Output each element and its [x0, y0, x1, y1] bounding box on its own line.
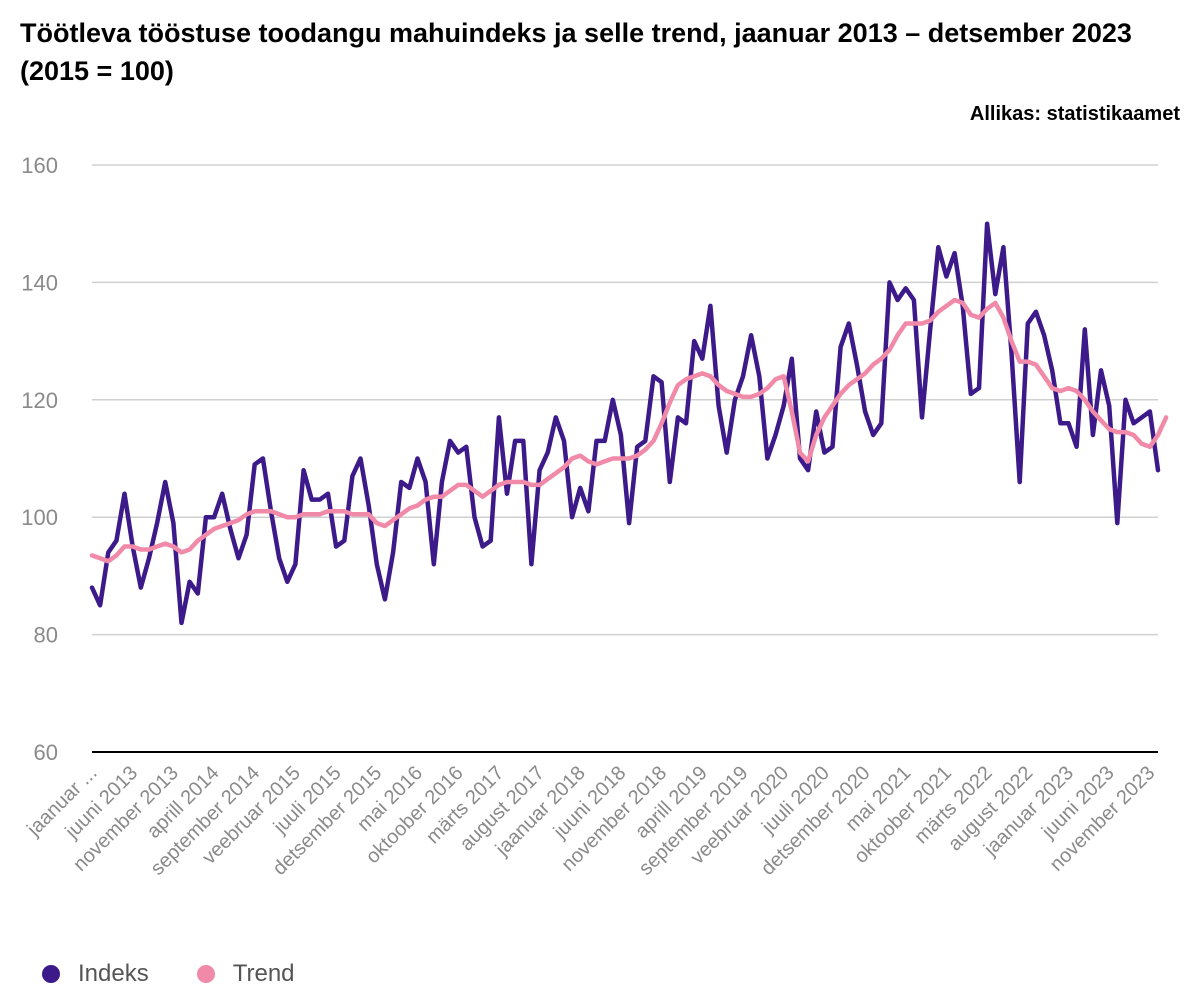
legend-dot-trend — [196, 965, 215, 983]
y-tick-label: 120 — [21, 388, 58, 413]
legend-dot-indeks — [42, 965, 60, 983]
chart-title: Töötleva tööstuse toodangu mahuindeks ja… — [20, 18, 1132, 86]
legend: Indeks Trend — [42, 960, 343, 988]
legend-item-indeks[interactable]: Indeks — [42, 960, 149, 988]
legend-label-trend: Trend — [232, 960, 295, 987]
series-lines — [89, 221, 1169, 626]
y-tick-label: 160 — [21, 153, 58, 178]
legend-label-indeks: Indeks — [78, 960, 149, 987]
y-tick-label: 80 — [34, 623, 58, 648]
series-line-trend — [89, 297, 1169, 564]
y-tick-label: 140 — [21, 270, 58, 295]
y-tick-label: 100 — [21, 505, 58, 530]
source-label: Allikas: statistikaamet — [969, 103, 1180, 125]
legend-item-trend[interactable]: Trend — [196, 960, 295, 988]
series-line-indeks — [89, 221, 1161, 626]
y-axis-ticks: 60 80 100 120 140 160 — [21, 153, 58, 765]
y-tick-label: 60 — [34, 740, 58, 765]
grid-lines — [92, 164, 1158, 753]
